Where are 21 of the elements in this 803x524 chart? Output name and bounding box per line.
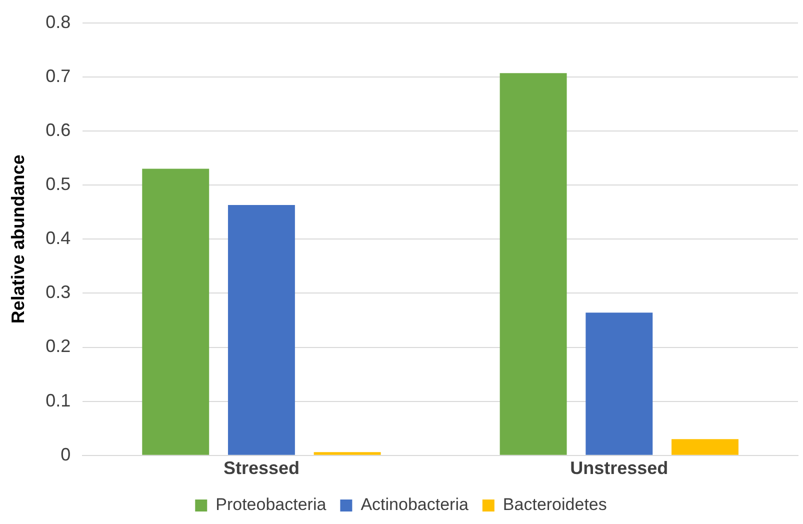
bar <box>228 205 295 455</box>
bar <box>314 452 381 455</box>
x-tick-label: Unstressed <box>570 458 668 478</box>
y-tick-label: 0.6 <box>46 120 71 140</box>
legend-label: Proteobacteria <box>216 495 327 514</box>
y-tick-label: 0.8 <box>46 12 71 32</box>
legend-label: Actinobacteria <box>360 495 469 514</box>
y-tick-label: 0.4 <box>46 228 71 248</box>
bar <box>142 168 210 455</box>
legend-label: Bacteroidetes <box>502 495 607 514</box>
y-tick-label: 0 <box>60 444 71 464</box>
y-tick-label: 0.3 <box>46 282 71 302</box>
y-tick-label: 0.2 <box>46 336 71 356</box>
y-tick-label: 0.5 <box>46 174 71 194</box>
bar <box>672 439 738 455</box>
y-tick-label: 0.7 <box>46 66 71 86</box>
x-tick-label: Stressed <box>223 458 300 478</box>
y-axis-title: Relative abundance <box>8 154 28 324</box>
bar <box>586 312 653 455</box>
bar <box>500 73 567 455</box>
y-tick-label: 0.1 <box>46 390 71 410</box>
